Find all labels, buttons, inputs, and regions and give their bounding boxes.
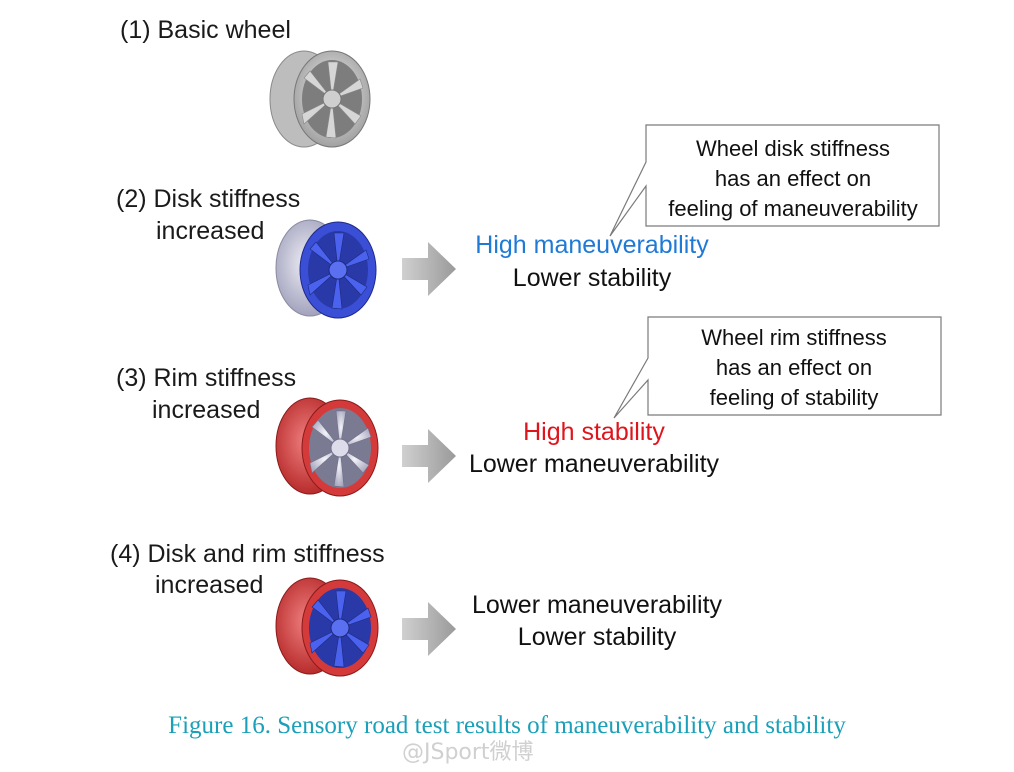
case-4-result-secondary: Lower stability [517,623,677,651]
callout-disk-line-2: has an effect on [714,166,872,191]
wheel-basic-image [269,50,371,148]
case-1-label: (1) Basic wheel [120,16,291,44]
wheel-rim-stiffness-image [275,397,379,497]
arrow-right-icon [402,242,456,296]
case-2-result-secondary: Lower stability [512,264,672,292]
case-3-result-primary: High stability [523,418,665,446]
case-4-label-line2: increased [155,571,264,599]
case-3-result-secondary: Lower maneuverability [468,450,720,478]
case-3-label-line2: increased [152,396,261,424]
arrow-right-icon [402,602,456,656]
case-2-label: (2) Disk stiffness [116,185,301,213]
case-2-label-line2: increased [156,217,265,245]
callout-rim-line-1: Wheel rim stiffness [701,325,887,350]
wheel-disk-rim-stiffness-image [275,577,379,677]
case-2-result-primary: High maneuverability [475,231,709,259]
figure-caption: Figure 16. Sensory road test results of … [168,712,846,739]
arrow-right-icon [402,429,456,483]
callout-rim-line-2: has an effect on [715,355,873,380]
case-3-label: (3) Rim stiffness [116,364,297,392]
case-4-label: (4) Disk and rim stiffness [110,540,385,568]
case-4-result-primary: Lower maneuverability [471,591,723,619]
callout-rim-box [613,316,942,419]
callout-disk-box [609,124,940,237]
watermark: @JSport微博 [402,740,534,765]
wheel-disk-stiffness-image [275,219,377,319]
callout-disk-text: Wheel disk stiffness has an effect on fe… [647,134,939,224]
callout-rim-text: Wheel rim stiffness has an effect on fee… [648,323,940,413]
callout-rim-line-3: feeling of stability [709,385,879,410]
callout-disk-line-3: feeling of maneuverability [668,196,918,221]
callout-disk-line-1: Wheel disk stiffness [695,136,890,161]
